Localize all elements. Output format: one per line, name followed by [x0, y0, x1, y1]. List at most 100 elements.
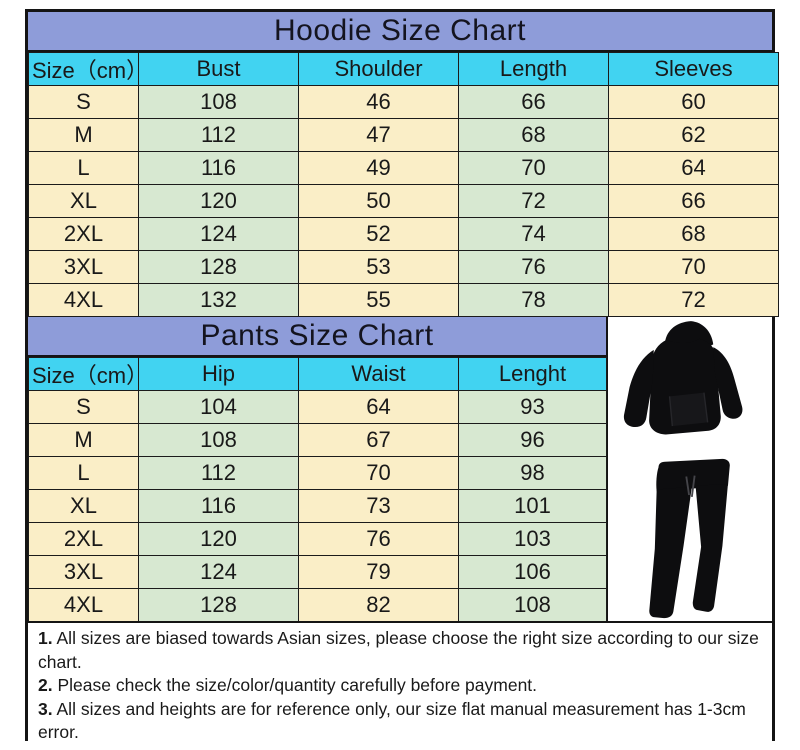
table-cell: 64: [608, 151, 779, 185]
table-cell: 4XL: [28, 588, 139, 622]
table-cell: L: [28, 151, 139, 185]
table-cell: 68: [458, 118, 609, 152]
table-cell: 52: [298, 217, 459, 251]
hoodie-chart-title: Hoodie Size Chart: [28, 12, 772, 52]
table-cell: 98: [458, 456, 607, 490]
table-cell: 112: [138, 118, 299, 152]
table-cell: S: [28, 390, 139, 424]
hoodie-image: [623, 321, 743, 435]
table-cell: 101: [458, 489, 607, 523]
table-cell: 76: [458, 250, 609, 284]
table-cell: 104: [138, 390, 299, 424]
note-number: 2.: [38, 675, 53, 695]
note-item-3: 3. All sizes and heights are for referen…: [38, 698, 762, 745]
table-row: M 112 47 68 62: [28, 118, 779, 152]
table-cell: M: [28, 423, 139, 457]
pants-chart-section: Pants Size Chart Size（cm） Hip Waist Lenght …: [28, 317, 608, 622]
note-text: Please check the size/color/quantity car…: [52, 675, 538, 695]
table-cell: 108: [138, 423, 299, 457]
column-header: Hip: [138, 357, 299, 391]
table-cell: 78: [458, 283, 609, 317]
table-cell: 4XL: [28, 283, 139, 317]
column-header: Length: [458, 52, 609, 86]
note-item-2: 2. Please check the size/color/quantity …: [38, 674, 762, 698]
table-cell: 112: [138, 456, 299, 490]
table-cell: 3XL: [28, 250, 139, 284]
table-cell: 64: [298, 390, 459, 424]
table-cell: 74: [458, 217, 609, 251]
table-cell: 116: [138, 151, 299, 185]
table-row: M 108 67 96: [28, 423, 607, 457]
table-cell: 47: [298, 118, 459, 152]
table-cell: 66: [458, 85, 609, 119]
table-cell: 82: [298, 588, 459, 622]
hoodie-size-table: Size（cm） Bust Shoulder Length Sleeves S 108 46…: [28, 52, 779, 317]
table-cell: 2XL: [28, 217, 139, 251]
pants-size-table: Size（cm） Hip Waist Lenght S 104 64 93 M 108 67 96 L…: [28, 357, 607, 622]
table-cell: 55: [298, 283, 459, 317]
size-chart-sheet: Hoodie Size Chart Size（cm） Bust Shoulder Le…: [25, 9, 779, 745]
column-header: Waist: [298, 357, 459, 391]
table-row: L 112 70 98: [28, 456, 607, 490]
table-row: XL 116 73 101: [28, 489, 607, 523]
table-cell: 103: [458, 522, 607, 556]
table-row: 3XL 128 53 76 70: [28, 250, 779, 284]
column-header: Size（cm）: [28, 357, 139, 391]
table-cell: 132: [138, 283, 299, 317]
table-row: 2XL 120 76 103: [28, 522, 607, 556]
table-cell: 62: [608, 118, 779, 152]
note-item-1: 1. All sizes are biased towards Asian si…: [38, 627, 762, 674]
table-row: 3XL 124 79 106: [28, 555, 607, 589]
table-cell: 72: [608, 283, 779, 317]
column-header: Shoulder: [298, 52, 459, 86]
pants-image: [649, 458, 730, 619]
table-cell: 49: [298, 151, 459, 185]
column-header: Lenght: [458, 357, 607, 391]
table-cell: 116: [138, 489, 299, 523]
table-cell: 60: [608, 85, 779, 119]
table-cell: 70: [298, 456, 459, 490]
table-row: XL 120 50 72 66: [28, 184, 779, 218]
table-cell: 124: [138, 217, 299, 251]
table-cell: 108: [458, 588, 607, 622]
table-cell: 70: [458, 151, 609, 185]
table-cell: 2XL: [28, 522, 139, 556]
pants-and-product-row: Pants Size Chart Size（cm） Hip Waist Lenght …: [28, 317, 772, 622]
table-row: 4XL 132 55 78 72: [28, 283, 779, 317]
note-text: All sizes and heights are for reference …: [38, 698, 746, 743]
table-cell: 128: [138, 250, 299, 284]
table-cell: 108: [138, 85, 299, 119]
table-cell: 120: [138, 522, 299, 556]
table-cell: 93: [458, 390, 607, 424]
hoodie-header-row: Size（cm） Bust Shoulder Length Sleeves: [28, 52, 779, 86]
pants-chart-title: Pants Size Chart: [28, 317, 606, 357]
table-cell: 73: [298, 489, 459, 523]
notes-section: 1. All sizes are biased towards Asian si…: [28, 621, 772, 745]
table-row: S 108 46 66 60: [28, 85, 779, 119]
table-cell: M: [28, 118, 139, 152]
table-row: 2XL 124 52 74 68: [28, 217, 779, 251]
column-header: Size（cm）: [28, 52, 139, 86]
table-cell: 53: [298, 250, 459, 284]
table-cell: 46: [298, 85, 459, 119]
table-cell: 76: [298, 522, 459, 556]
table-cell: 68: [608, 217, 779, 251]
pants-header-row: Size（cm） Hip Waist Lenght: [28, 357, 607, 391]
table-cell: 3XL: [28, 555, 139, 589]
table-row: S 104 64 93: [28, 390, 607, 424]
table-cell: 128: [138, 588, 299, 622]
table-row: 4XL 128 82 108: [28, 588, 607, 622]
table-cell: 96: [458, 423, 607, 457]
note-number: 3.: [38, 698, 53, 719]
table-cell: S: [28, 85, 139, 119]
table-cell: 72: [458, 184, 609, 218]
note-number: 1.: [38, 628, 53, 648]
table-cell: XL: [28, 184, 139, 218]
table-cell: 79: [298, 555, 459, 589]
table-cell: 124: [138, 555, 299, 589]
table-cell: 70: [608, 250, 779, 284]
table-cell: L: [28, 456, 139, 490]
column-header: Sleeves: [608, 52, 779, 86]
table-cell: 50: [298, 184, 459, 218]
table-row: L 116 49 70 64: [28, 151, 779, 185]
